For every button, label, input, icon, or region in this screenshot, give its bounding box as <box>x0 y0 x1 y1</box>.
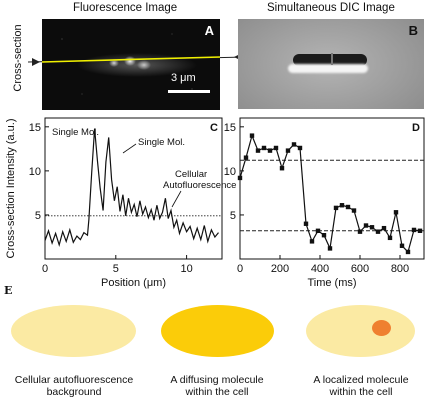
data-point <box>316 229 320 233</box>
data-point <box>418 229 422 233</box>
x-tick-label: 200 <box>271 263 289 275</box>
data-point <box>298 146 302 150</box>
caption-autofluorescence: Cellular autofluorescence background <box>0 374 148 398</box>
data-point <box>352 208 356 212</box>
x-tick-label: 0 <box>237 263 243 275</box>
data-point <box>406 250 410 254</box>
x-axis-label: Time (ms) <box>307 277 356 289</box>
x-tick-label: 800 <box>391 263 409 275</box>
data-point <box>310 239 314 243</box>
panel-label-e: E <box>4 284 12 297</box>
annotation-cellular: Cellular <box>175 169 207 180</box>
annotation-arrow <box>123 144 136 153</box>
x-tick-label: 5 <box>113 263 119 275</box>
data-point <box>280 166 284 170</box>
x-tick-label: 600 <box>351 263 369 275</box>
y-tick-label: 15 <box>224 122 236 134</box>
x-tick-label: 400 <box>311 263 329 275</box>
caption-line: A localized molecule <box>296 374 426 386</box>
chart-d: 0 200 400 600 800 5 10 15 Time (ms) D <box>214 110 433 290</box>
annotation-single-mol: Single Mol. <box>52 127 99 138</box>
caption-localized: A localized molecule within the cell <box>296 374 426 398</box>
data-point <box>238 176 242 180</box>
annotation-single-mol: Single Mol. <box>138 137 185 148</box>
data-point <box>274 146 278 150</box>
data-point <box>394 210 398 214</box>
data-point <box>382 226 386 230</box>
cell-diffusing <box>161 305 274 357</box>
y-tick-label: 15 <box>29 122 41 134</box>
data-point <box>328 246 332 250</box>
annotation-arrow <box>172 191 181 207</box>
data-point <box>388 236 392 240</box>
caption-line: within the cell <box>152 386 282 398</box>
caption-diffusing: A diffusing molecule within the cell <box>152 374 282 398</box>
data-point <box>340 203 344 207</box>
chart-c: 0 5 10 5 10 15 Position (μm) Cross-section Inte… <box>0 110 235 290</box>
dic-image: B <box>238 19 424 109</box>
x-axis-label: Position (μm) <box>101 277 166 289</box>
cell-highlight <box>288 64 368 73</box>
caption-line: Cellular autofluorescence <box>0 374 148 386</box>
x-tick-label: 10 <box>180 263 192 275</box>
data-point <box>364 223 368 227</box>
cell-autofluorescence <box>11 305 136 357</box>
y-tick-label: 10 <box>224 166 236 178</box>
data-point <box>370 225 374 229</box>
cell-septum <box>331 53 333 65</box>
localized-spot <box>372 320 391 336</box>
data-point <box>268 148 272 152</box>
data-point <box>286 148 290 152</box>
caption-line: background <box>0 386 148 398</box>
data-point <box>292 142 296 146</box>
y-axis-label: Cross-section Intensity (a.u.) <box>5 119 17 259</box>
y-tick-label: 5 <box>35 210 41 222</box>
panel-label-b: B <box>409 23 418 38</box>
y-tick-label: 5 <box>230 210 236 222</box>
data-point <box>262 146 266 150</box>
panel-label-d: D <box>412 122 420 134</box>
data-point <box>322 233 326 237</box>
data-point <box>304 222 308 226</box>
data-point <box>346 205 350 209</box>
caption-line: A diffusing molecule <box>152 374 282 386</box>
series-line <box>240 136 420 252</box>
x-tick-label: 0 <box>42 263 48 275</box>
data-point <box>358 229 362 233</box>
cell-localized <box>306 305 415 357</box>
data-point <box>412 228 416 232</box>
caption-line: within the cell <box>296 386 426 398</box>
data-point <box>256 148 260 152</box>
data-point <box>244 155 248 159</box>
data-point <box>250 133 254 137</box>
data-point <box>376 229 380 233</box>
data-point <box>334 206 338 210</box>
data-point <box>400 244 404 248</box>
y-tick-label: 10 <box>29 166 41 178</box>
